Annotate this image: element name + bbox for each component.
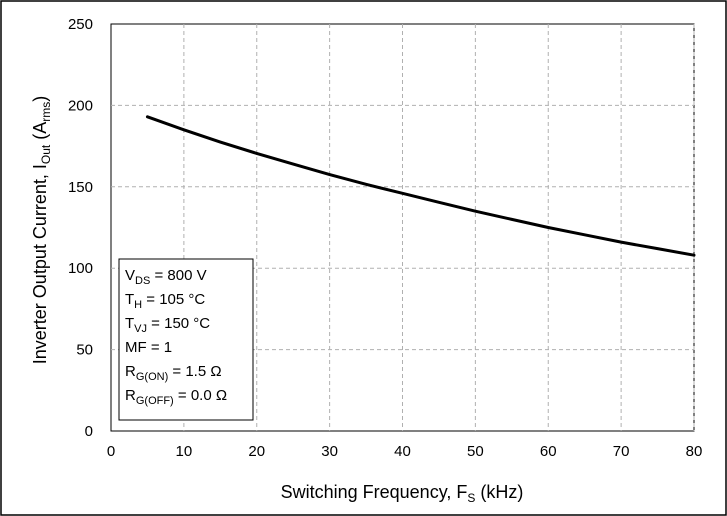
x-tick-labels: 0 10 20 30 40 50 60 70 80 [107,443,703,460]
x-tick-label: 50 [467,443,484,460]
x-tick-label: 0 [107,443,115,460]
y-tick-labels: 0 50 100 150 200 250 [68,16,93,440]
y-tick-label: 100 [68,260,93,277]
x-tick-label: 30 [321,443,338,460]
annotation-frame [118,258,254,421]
annotation-line: VDS = 800 V [125,267,207,287]
x-tick-label: 70 [613,443,630,460]
x-tick-label: 60 [540,443,557,460]
series-line [145,115,696,257]
y-tick-label: 50 [76,342,93,359]
y-tick-label: 150 [68,179,93,196]
annotation-line: RG(ON) = 1.5 Ω [125,363,222,383]
y-tick-label: 200 [68,97,93,114]
annotation-line: TVJ = 150 °C [125,315,210,335]
annotation-line: TH = 105 °C [125,291,205,311]
y-tick-label: 0 [85,423,93,440]
x-axis-label: Switching Frequency, FS (kHz) [281,482,524,505]
series-layer [145,115,696,257]
y-axis-label: Inverter Output Current, IOut (Arms) [30,96,53,364]
annotation-box: VDS = 800 V TH = 105 °C TVJ = 150 °C MF = 1… [118,258,254,421]
x-tick-label: 40 [394,443,411,460]
x-tick-label: 10 [176,443,193,460]
y-tick-label: 250 [68,16,93,33]
annotation-line: RG(OFF) = 0.0 Ω [125,387,227,407]
x-tick-label: 20 [248,443,265,460]
x-tick-label: 80 [686,443,703,460]
grid [111,24,695,431]
annotation-line: MF = 1 [125,339,172,356]
